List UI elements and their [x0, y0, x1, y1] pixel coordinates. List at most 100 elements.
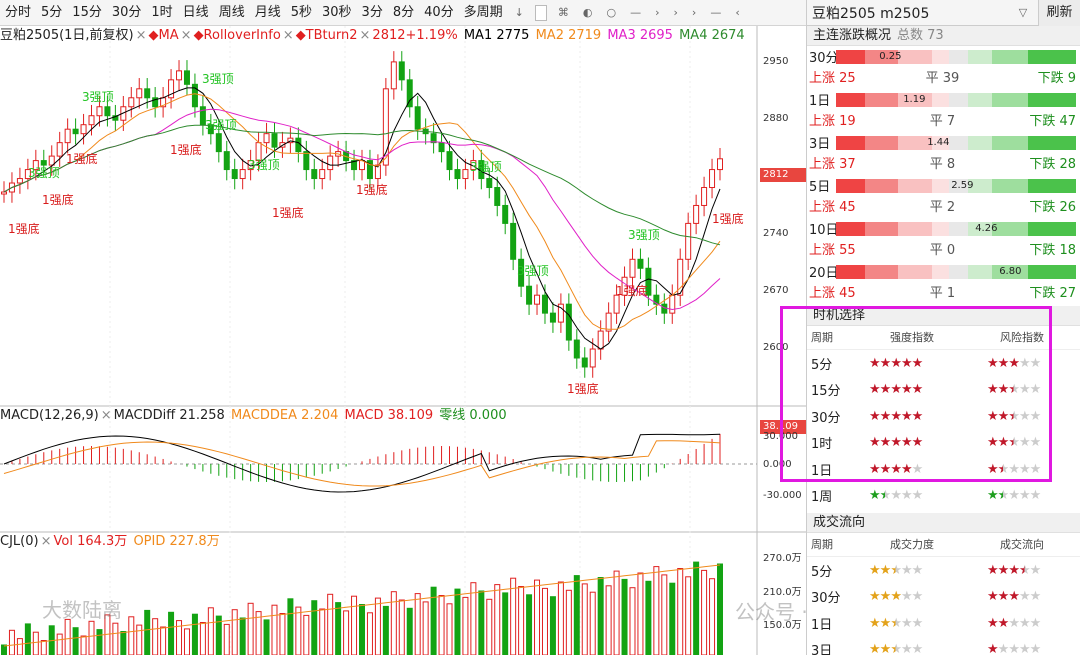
- star-icon: ★: [879, 382, 892, 398]
- flow-row[interactable]: 5分 ★★★★★ ★★★★★: [807, 557, 1080, 584]
- star-icon: ★: [900, 461, 913, 477]
- period-tab[interactable]: 月线: [254, 4, 281, 20]
- candle-body: [263, 133, 270, 144]
- legend-close-x[interactable]: ×: [135, 28, 147, 43]
- volume-bar: [271, 604, 278, 655]
- volume-bar: [709, 578, 716, 655]
- dash-icon[interactable]: —: [710, 5, 722, 19]
- flow-row[interactable]: 30分 ★★★★★ ★★★★★: [807, 584, 1080, 611]
- macd-dea: MACDDEA 2.204: [230, 408, 339, 423]
- star-icon: ★: [890, 435, 902, 451]
- period-tab[interactable]: 多周期: [463, 4, 503, 20]
- volume-bar: [478, 590, 485, 655]
- legend-tbturn[interactable]: ◆TBturn2: [295, 28, 358, 43]
- star-rating: ★★★★★: [987, 562, 1041, 578]
- star-rating: ★★★★★: [987, 462, 1041, 477]
- period-tab[interactable]: 1时: [151, 4, 173, 20]
- overview-period-row[interactable]: 3日 1.44: [807, 132, 1080, 154]
- period-tab[interactable]: 5秒: [290, 4, 312, 20]
- candle-body: [685, 222, 692, 260]
- chevron-icon[interactable]: ›: [691, 5, 697, 19]
- overview-period-row[interactable]: 1日 1.19: [807, 89, 1080, 111]
- refresh-button[interactable]: 刷新: [1038, 0, 1080, 26]
- legend-close-x[interactable]: ×: [282, 28, 294, 43]
- vol-legend: CJL(0) × Vol 164.3万 OPID 227.8万: [0, 533, 222, 551]
- star-icon: ★: [997, 562, 1010, 578]
- symbol-dropdown-icon[interactable]: ▽: [1018, 6, 1028, 19]
- ratio-segment: [967, 135, 992, 150]
- flow-row[interactable]: 3日 ★★★★★ ★★★★★: [807, 637, 1080, 655]
- period-tab[interactable]: 分时: [5, 4, 32, 20]
- volume-bar: [32, 631, 39, 655]
- candle-body: [717, 158, 723, 171]
- chart-area[interactable]: 豆粕2505(1日,前复权) × ◆MA × ◆RolloverInfo × ◆TBturn…: [0, 26, 806, 655]
- volume-bar: [573, 575, 580, 655]
- legend-close-x[interactable]: ×: [100, 408, 112, 423]
- period-tab[interactable]: 日线: [182, 4, 209, 20]
- flow-period: 5分: [811, 564, 833, 580]
- split-icon[interactable]: ◐: [582, 5, 593, 19]
- candle-body: [351, 160, 358, 171]
- chevron-icon[interactable]: ‹: [735, 5, 740, 19]
- timing-row[interactable]: 1周 ★★★★★ ★★★★★: [807, 483, 1080, 510]
- star-icon: ★: [911, 355, 924, 371]
- overview-period-label: 1日: [809, 94, 831, 110]
- period-tab[interactable]: 30分: [111, 4, 142, 20]
- period-tab[interactable]: 3分: [361, 4, 383, 20]
- period-tab[interactable]: 8分: [392, 4, 415, 20]
- overview-period-row[interactable]: 30分 0.25: [807, 46, 1080, 68]
- flow-row[interactable]: 1日 ★★★★★ ★★★★★: [807, 610, 1080, 637]
- updown-count-row: 上涨 45 平 1 下跌 27: [807, 283, 1080, 305]
- star-icon: ★: [1018, 435, 1031, 451]
- star-icon: ★: [869, 435, 881, 451]
- ratio-segment: [931, 49, 949, 64]
- period-tab[interactable]: 周线: [218, 4, 245, 20]
- toolbar-box[interactable]: [534, 4, 547, 21]
- down-arrow-icon[interactable]: ↓: [514, 5, 524, 19]
- star-icon: ★: [1029, 488, 1042, 504]
- overview-period-row[interactable]: 10日 4.26: [807, 218, 1080, 240]
- candle-body: [374, 164, 381, 180]
- chevron-icon[interactable]: ›: [673, 5, 678, 19]
- timing-row[interactable]: 1日 ★★★★★ ★★★★★: [807, 456, 1080, 483]
- volume-bar: [462, 596, 469, 655]
- star-icon: ★: [1018, 488, 1031, 504]
- annotation-bottom: 1强底: [42, 193, 74, 207]
- period-tab[interactable]: 15分: [72, 4, 102, 20]
- star-rating: ★★★★★: [987, 409, 1041, 424]
- star-rating: ★★★★★: [987, 488, 1042, 504]
- overview-change-value: 6.80: [999, 265, 1022, 277]
- timing-row[interactable]: 1时 ★★★★★ ★★★★★: [807, 430, 1080, 457]
- legend-close-x[interactable]: ×: [180, 28, 192, 43]
- vol-name: CJL(0): [0, 534, 39, 549]
- candle-body: [534, 294, 541, 305]
- legend-ma3: MA3 2695: [607, 28, 673, 43]
- legend-rollover[interactable]: ◆RolloverInfo: [193, 28, 281, 43]
- legend-close-x[interactable]: ×: [359, 28, 371, 43]
- star-icon: ★: [890, 642, 902, 655]
- dash-icon[interactable]: —: [630, 5, 642, 19]
- annotation-bottom: 1强底: [272, 206, 304, 220]
- chevron-icon[interactable]: ›: [655, 5, 660, 19]
- candle-body: [128, 97, 135, 108]
- timing-row[interactable]: 15分 ★★★★★ ★★★★★: [807, 377, 1080, 404]
- legend-close-x[interactable]: ×: [40, 534, 52, 549]
- circle-icon[interactable]: ○: [606, 5, 617, 19]
- star-icon: ★: [911, 408, 924, 424]
- overview-period-row[interactable]: 20日 6.80: [807, 261, 1080, 283]
- legend-symbol[interactable]: 豆粕2505(1日,前复权): [0, 28, 134, 43]
- ratio-segment: [898, 135, 932, 150]
- timing-row[interactable]: 5分 ★★★★★ ★★★★★: [807, 350, 1080, 377]
- volume-bar: [96, 629, 103, 655]
- star-icon: ★: [911, 461, 924, 477]
- legend-ma[interactable]: ◆MA: [148, 28, 179, 43]
- candle-body: [597, 330, 604, 350]
- chart-canvas[interactable]: [0, 26, 806, 655]
- timing-row[interactable]: 30分 ★★★★★ ★★★★★: [807, 403, 1080, 430]
- macd-diff: MACDDiff 21.258: [113, 408, 225, 423]
- period-tab[interactable]: 5分: [41, 4, 63, 20]
- close-x-icon[interactable]: ⌘: [557, 5, 569, 19]
- overview-period-row[interactable]: 5日 2.59: [807, 175, 1080, 197]
- period-tab[interactable]: 40分: [424, 4, 454, 20]
- period-tab[interactable]: 30秒: [322, 4, 352, 20]
